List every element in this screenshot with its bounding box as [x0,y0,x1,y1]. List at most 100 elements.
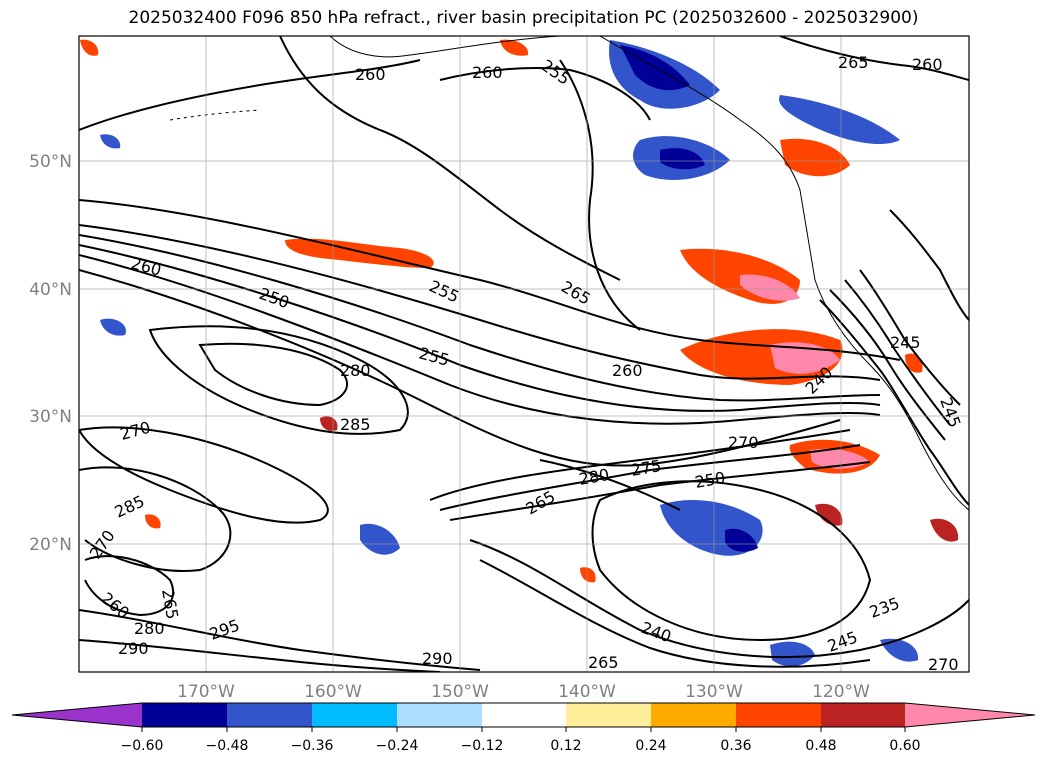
colorbar-tick-label: 0.12 [550,738,581,754]
contour-line [559,59,641,331]
latitude-axis: 50°N 40°N 30°N 20°N [29,152,72,555]
colorbar-tick-label: 0.36 [720,738,751,754]
colorbar-tick-label: 0.60 [889,738,920,754]
contour-line [479,559,871,668]
positive-area [580,567,596,583]
aleutian-islands [169,109,261,121]
colorbar-tick-label: −0.60 [121,738,164,754]
contour-line [591,480,872,642]
colorbar-swatch [312,703,397,727]
colorbar-swatch [142,703,227,727]
positive-area [930,518,959,542]
contour-label: 265 [838,53,869,72]
contour-label: 285 [340,415,371,434]
contour-line [79,224,881,381]
lat-label-20n: 20°N [29,535,72,555]
contour-line [469,539,969,659]
contour-line [79,426,329,524]
colorbar-tick-label: 0.24 [635,738,666,754]
contour-label: 260 [472,63,503,82]
positive-area [815,503,843,526]
refractivity-contours [79,36,969,672]
colorbar-tick-label: −0.24 [376,738,419,754]
contour-line [79,269,841,467]
contour-line [779,36,969,81]
contour-line [79,466,232,572]
colorbar-swatch [821,703,905,727]
colorbar-swatch-low-extend [12,703,142,727]
contour-label: 280 [134,619,165,638]
positive-area [780,138,850,177]
contour-label: 290 [422,649,453,668]
lat-label-50n: 50°N [29,152,72,172]
colorbar-tick-label: −0.12 [461,738,504,754]
contour-label: 270 [728,433,759,452]
colorbar-swatch-high-extend [905,703,1035,727]
contour-label: 260 [912,55,943,74]
colorbar-swatch [651,703,736,727]
contour-line [829,289,946,441]
negative-area [100,134,121,149]
negative-area [770,641,815,667]
contour-line [439,67,651,121]
contour-line [889,209,969,321]
lon-label-150w: 150°W [431,682,489,702]
contour-label: 290 [118,639,149,658]
contour-label: 260 [612,361,643,380]
contour-line [844,279,951,426]
negative-area [100,318,126,336]
graticule [79,36,969,672]
contour-line [79,244,881,412]
coastline-alaska [329,36,561,58]
lat-label-30n: 30°N [29,407,72,427]
contour-label: 265 [588,653,619,672]
contour-line [819,299,969,506]
positive-area [500,39,529,56]
colorbar-tick-label: 0.48 [805,738,836,754]
contour-line [539,459,681,511]
negative-area [660,148,705,170]
contour-line [79,609,481,671]
lon-label-170w: 170°W [177,682,235,702]
lon-label-160w: 160°W [304,682,362,702]
colorbar-swatch [397,703,482,727]
contour-line [79,199,901,361]
colorbar-tick-label: −0.36 [291,738,334,754]
chart-title: 2025032400 F096 850 hPa refract., river … [128,8,919,28]
lon-label-140w: 140°W [558,682,616,702]
positive-area [145,514,161,529]
contour-line [79,59,421,131]
colorbar-swatch [227,703,312,727]
contour-label: 260 [355,65,386,84]
contour-line [449,461,871,521]
contour-line [429,429,851,501]
contour-label: 245 [890,333,921,352]
map-frame [78,35,970,673]
contour-line [79,639,441,672]
colorbar: −0.60 −0.48 −0.36 −0.24 −0.12 0.12 0.24 … [11,702,1036,754]
positive-area [80,39,99,56]
positive-area [740,274,800,301]
longitude-axis: 170°W 160°W 150°W 140°W 130°W 120°W [177,682,870,702]
colorbar-swatch [482,703,566,727]
lat-label-40n: 40°N [29,280,72,300]
contour-label: 270 [928,655,959,674]
contour-line [79,234,881,402]
negative-area [360,523,400,555]
lon-label-120w: 120°W [812,682,870,702]
contour-line [84,555,175,617]
coastline-na-west [599,36,969,511]
contour-line [439,444,861,511]
lon-label-130w: 130°W [685,682,743,702]
negative-area [779,95,900,145]
contour-line [148,325,409,435]
colorbar-swatch [736,703,821,727]
contour-label: 280 [340,361,371,380]
colorbar-ticks [141,727,906,732]
colorbar-tick-label: −0.48 [206,738,249,754]
contour-line [198,342,349,407]
negative-area [880,638,919,662]
colorbar-swatch [566,703,651,727]
negative-area [725,528,758,552]
